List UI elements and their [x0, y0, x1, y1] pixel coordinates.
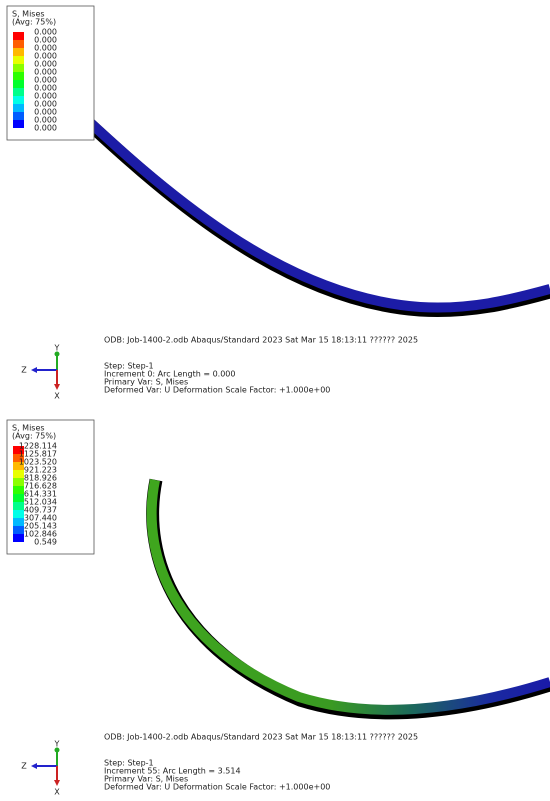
legend-value: 0.000: [34, 60, 57, 69]
legend-value: 0.000: [34, 108, 57, 117]
info-primary: Primary Var: S, Mises: [104, 378, 188, 387]
label-z: Z: [21, 366, 27, 375]
legend-value: 614.331: [24, 490, 57, 499]
legend-subtitle: (Avg: 75%): [12, 432, 56, 441]
label-y: Y: [54, 344, 60, 353]
legend-title: S, Mises: [12, 10, 45, 19]
label-z: Z: [21, 762, 27, 771]
info-primary: Primary Var: S, Mises: [104, 775, 188, 784]
axis-y-tip: [54, 747, 60, 753]
legend-value: 1023.520: [19, 458, 57, 467]
info-step: Step: Step-1: [104, 759, 154, 768]
legend-swatch: [13, 56, 24, 64]
legend-swatch: [13, 104, 24, 112]
legend-value: 921.223: [24, 466, 57, 475]
legend-value: 0.000: [34, 28, 57, 37]
info-step: Step: Step-1: [104, 362, 154, 371]
legend-value: 0.000: [34, 36, 57, 45]
legend-value: 409.737: [24, 506, 57, 515]
legend-value: 0.000: [34, 76, 57, 85]
legend-title: S, Mises: [12, 424, 45, 433]
legend-value: 1228.114: [19, 442, 57, 451]
arrow-x: [54, 384, 60, 390]
legend-swatch: [13, 112, 24, 120]
legend-value: 307.440: [24, 514, 57, 523]
legend-value: 0.000: [34, 52, 57, 61]
legend-swatch: [13, 502, 24, 510]
label-x: X: [54, 788, 60, 797]
legend-value: 0.549: [34, 538, 57, 547]
legend-value: 0.000: [34, 68, 57, 77]
legend-swatch: [13, 64, 24, 72]
legend-swatch: [13, 88, 24, 96]
legend-value: 512.034: [24, 498, 57, 507]
arrow-x: [54, 780, 60, 786]
legend-value: 0.000: [34, 92, 57, 101]
legend-value: 102.846: [24, 530, 57, 539]
legend-value: 0.000: [34, 116, 57, 125]
legend-value: 0.000: [34, 84, 57, 93]
odb-info: ODB: Job-1400-2.odb Abaqus/Standard 2023…: [104, 733, 418, 742]
legend-swatch: [13, 32, 24, 40]
arrow-z: [31, 763, 37, 769]
legend-subtitle: (Avg: 75%): [12, 18, 56, 27]
axis-y-tip: [54, 351, 60, 357]
label-y: Y: [54, 740, 60, 749]
legend-value: 0.000: [34, 44, 57, 53]
legend-swatch: [13, 48, 24, 56]
legend-swatch: [13, 478, 24, 486]
legend-value: 0.000: [34, 124, 57, 133]
legend-swatch: [13, 470, 24, 478]
label-x: X: [54, 392, 60, 401]
arrow-z: [31, 367, 37, 373]
beam-top: [64, 98, 550, 313]
legend-swatch: [13, 510, 24, 518]
legend-swatch: [13, 446, 24, 454]
legend-swatch: [13, 526, 24, 534]
legend-swatch: [13, 454, 24, 462]
info-deformed: Deformed Var: U Deformation Scale Factor…: [104, 783, 330, 792]
odb-info: ODB: Job-1400-2.odb Abaqus/Standard 2023…: [104, 336, 418, 345]
legend-value: 818.926: [24, 474, 57, 483]
info-increment: Increment 0: Arc Length = 0.000: [104, 370, 235, 379]
legend-value: 0.000: [34, 100, 57, 109]
info-increment: Increment 55: Arc Length = 3.514: [104, 767, 241, 776]
legend-swatch: [13, 534, 24, 542]
legend-swatch: [13, 72, 24, 80]
legend-swatch: [13, 40, 24, 48]
beam-edge: [146, 478, 550, 720]
legend-swatch: [13, 494, 24, 502]
legend-swatch: [13, 120, 24, 128]
legend-swatch: [13, 80, 24, 88]
beam-bottom: [146, 479, 550, 715]
legend-value: 205.143: [24, 522, 57, 531]
legend-swatch: [13, 518, 24, 526]
legend-value: 716.628: [24, 482, 57, 491]
legend-swatch: [13, 96, 24, 104]
legend-swatch: [13, 486, 24, 494]
info-deformed: Deformed Var: U Deformation Scale Factor…: [104, 386, 330, 395]
legend-value: 1125.817: [19, 450, 57, 459]
legend-swatch: [13, 462, 24, 470]
